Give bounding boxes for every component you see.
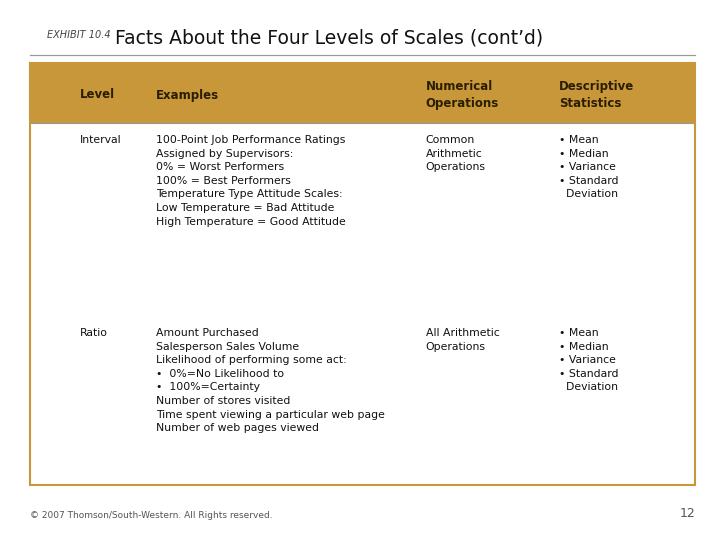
Bar — [30, 123, 695, 485]
Bar — [30, 63, 695, 123]
Text: Level: Level — [80, 89, 115, 102]
Text: Interval: Interval — [80, 135, 122, 145]
Text: © 2007 Thomson/South-Western. All Rights reserved.: © 2007 Thomson/South-Western. All Rights… — [30, 511, 273, 520]
Text: 100-Point Job Performance Ratings
Assigned by Supervisors:
0% = Worst Performers: 100-Point Job Performance Ratings Assign… — [156, 135, 346, 227]
Text: Facts About the Four Levels of Scales (cont’d): Facts About the Four Levels of Scales (c… — [115, 28, 543, 47]
Text: Ratio: Ratio — [80, 328, 108, 338]
Bar — [30, 63, 695, 485]
Text: EXHIBIT 10.4: EXHIBIT 10.4 — [47, 30, 111, 40]
Text: Examples: Examples — [156, 89, 220, 102]
Text: All Arithmetic
Operations: All Arithmetic Operations — [426, 328, 500, 352]
Text: 12: 12 — [679, 507, 695, 520]
Text: Common
Arithmetic
Operations: Common Arithmetic Operations — [426, 135, 486, 172]
Text: • Mean
• Median
• Variance
• Standard
  Deviation: • Mean • Median • Variance • Standard De… — [559, 328, 618, 393]
Text: • Mean
• Median
• Variance
• Standard
  Deviation: • Mean • Median • Variance • Standard De… — [559, 135, 618, 199]
Text: Descriptive
Statistics: Descriptive Statistics — [559, 80, 634, 110]
Text: Numerical
Operations: Numerical Operations — [426, 80, 499, 110]
Text: Amount Purchased
Salesperson Sales Volume
Likelihood of performing some act:
•  : Amount Purchased Salesperson Sales Volum… — [156, 328, 385, 433]
